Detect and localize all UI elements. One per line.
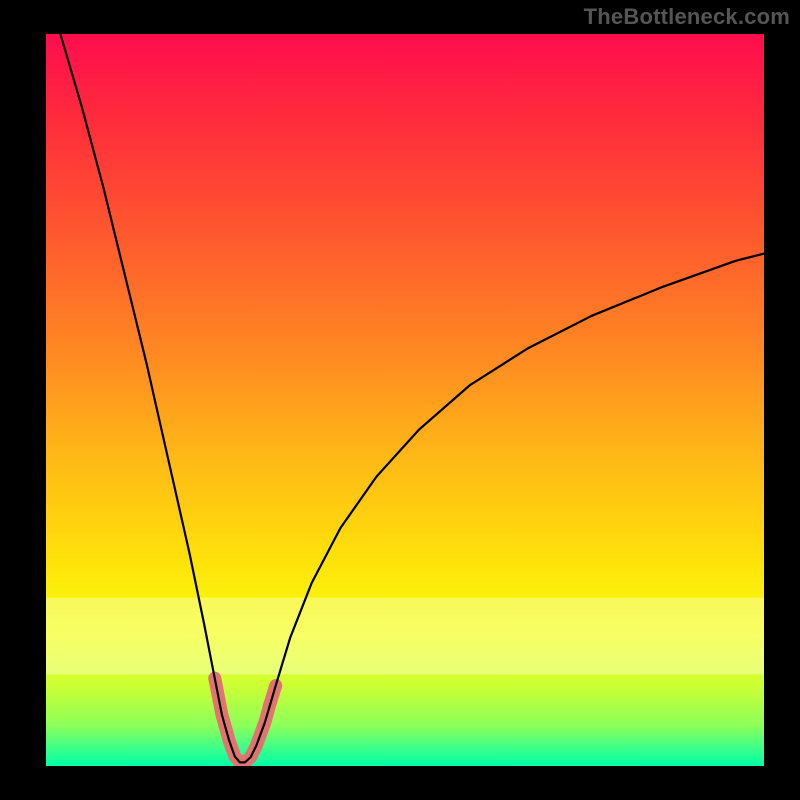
chart-frame: TheBottleneck.com (0, 0, 800, 800)
bottleneck-curve-plot (46, 34, 764, 766)
pale-band (46, 598, 764, 675)
watermark-text: TheBottleneck.com (584, 4, 790, 30)
